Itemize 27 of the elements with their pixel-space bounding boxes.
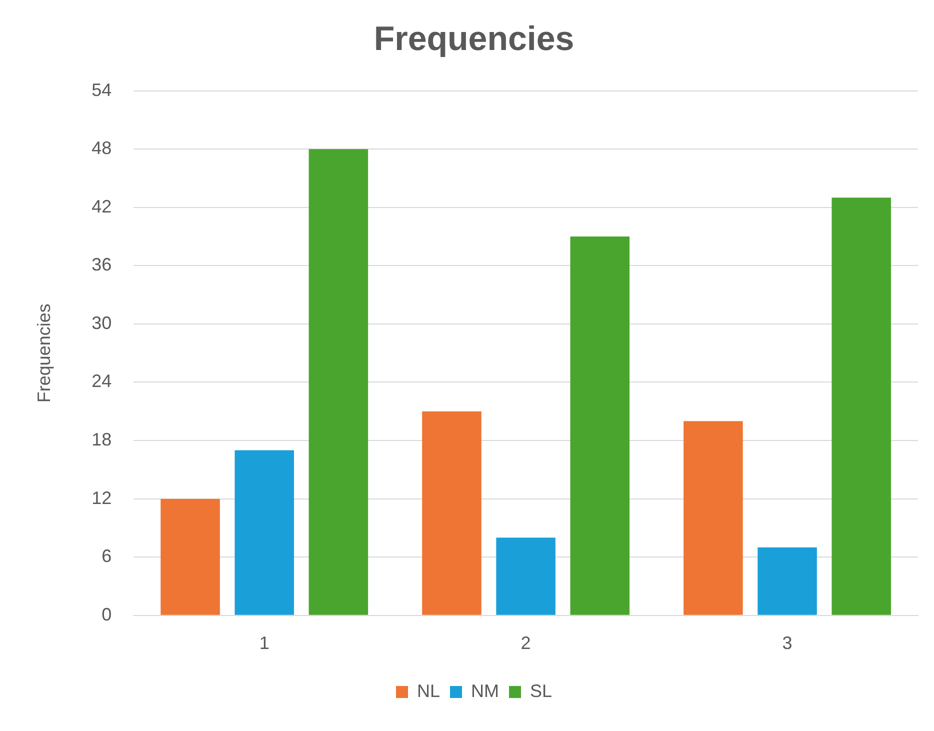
- y-axis-title: Frequencies: [34, 304, 54, 403]
- x-tick-label: 2: [520, 633, 531, 654]
- bar: [308, 149, 368, 615]
- legend-label: NL: [416, 680, 440, 701]
- bar: [570, 236, 630, 615]
- y-tick-label: 24: [92, 371, 112, 392]
- y-tick-label: 42: [92, 196, 112, 216]
- y-tick-label: 30: [92, 312, 112, 333]
- bar: [832, 198, 891, 615]
- y-tick-label: 0: [102, 604, 112, 624]
- y-tick-label: 54: [92, 80, 112, 100]
- x-tick-label: 3: [782, 633, 792, 654]
- bar: [422, 411, 482, 615]
- bar: [160, 498, 220, 615]
- y-tick-label: 12: [92, 488, 112, 508]
- legend-label: SL: [530, 680, 552, 701]
- bar: [496, 538, 556, 615]
- bar: [684, 421, 743, 615]
- bar: [234, 450, 294, 615]
- y-tick-label: 18: [92, 430, 112, 450]
- bar: [758, 547, 817, 615]
- y-tick-label: 48: [92, 138, 112, 158]
- x-tick-label: 1: [259, 633, 270, 654]
- y-tick-label: 36: [92, 254, 112, 275]
- chart-title: Frequencies: [374, 20, 574, 58]
- y-tick-label: 6: [102, 546, 112, 566]
- legend-label: NM: [471, 680, 499, 701]
